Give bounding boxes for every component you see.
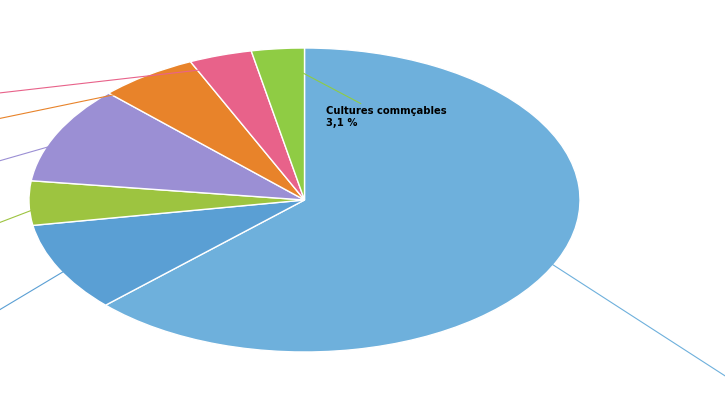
Wedge shape xyxy=(252,48,304,200)
Text: Autres
3,7 %: Autres 3,7 % xyxy=(0,67,224,112)
Text: Cultures commçables
3,1 %: Cultures commçables 3,1 % xyxy=(282,62,447,128)
Wedge shape xyxy=(106,48,580,352)
Wedge shape xyxy=(109,62,304,200)
Wedge shape xyxy=(29,181,304,226)
Wedge shape xyxy=(191,51,304,200)
Text: Autres aides
10,4 %: Autres aides 10,4 % xyxy=(0,140,74,323)
Text: Aides bio
4,7 %: Aides bio 4,7 % xyxy=(0,204,49,400)
Text: Lait
62,9 %: Lait 62,9 % xyxy=(540,256,725,400)
Text: Granivores
5,8 %: Granivores 5,8 % xyxy=(0,86,157,211)
Wedge shape xyxy=(31,93,304,200)
Text: Autres produits
des herbivores et
des fourrages
9,5 %: Autres produits des herbivores et des fo… xyxy=(0,264,75,400)
Wedge shape xyxy=(33,200,304,305)
